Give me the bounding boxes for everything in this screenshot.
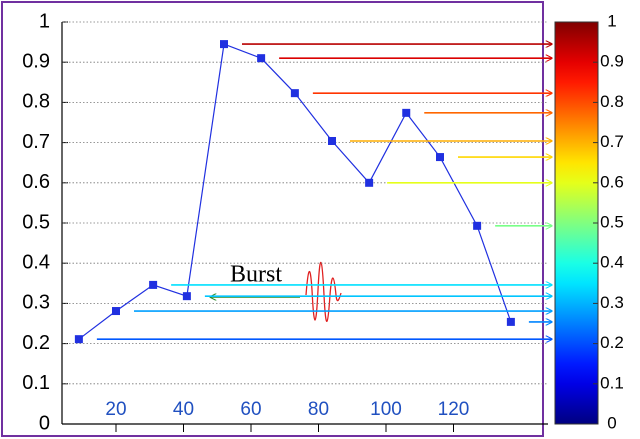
point — [182, 292, 191, 301]
point — [74, 335, 83, 344]
colorbar-tick-label: 0.6 — [600, 172, 624, 191]
colorbar — [554, 21, 599, 425]
point — [257, 54, 266, 63]
point — [149, 280, 158, 289]
colorbar-tick-label: 0.5 — [600, 212, 624, 231]
y-tick-label: 0.4 — [22, 251, 50, 273]
frame — [1, 1, 544, 437]
y-tick-label: 0.5 — [22, 211, 50, 233]
y-tick-label: 0.6 — [22, 171, 50, 193]
point — [365, 178, 374, 187]
colorbar-tick-label: 0.7 — [600, 132, 624, 151]
point — [402, 108, 411, 117]
x-tick-label: 100 — [370, 399, 402, 420]
colorbar-tick-label: 1 — [607, 11, 616, 30]
point — [506, 317, 515, 326]
y-tick-label: 0.1 — [22, 372, 50, 394]
x-tick-label: 60 — [240, 399, 261, 420]
x-tick-label: 20 — [105, 399, 126, 420]
colorbar-tick-label: 0.3 — [600, 293, 624, 312]
colorbar-tick-label: 0.1 — [600, 373, 624, 392]
point — [328, 136, 336, 145]
y-tick-label: 0.9 — [22, 50, 50, 72]
y-tick-label: 1 — [39, 10, 50, 32]
colorbar-tick-label: 0.2 — [600, 333, 624, 352]
colorbar-tick-label: 0.8 — [600, 92, 624, 111]
y-tick-label: 0.8 — [22, 91, 50, 113]
point — [436, 153, 444, 162]
point — [473, 221, 482, 230]
burst-waveform — [305, 261, 342, 322]
colorbar-tick-label: 0 — [607, 413, 616, 432]
y-tick-label: 0.7 — [22, 131, 50, 153]
y-tick-label: 0.3 — [22, 292, 50, 314]
point — [290, 89, 299, 98]
point — [112, 307, 120, 316]
x-tick-label: 80 — [308, 399, 329, 420]
point — [220, 40, 228, 49]
y-tick-label: 0 — [39, 412, 50, 434]
y-tick-label: 0.2 — [22, 332, 50, 354]
colorbar-tick-label: 0.4 — [600, 253, 624, 272]
x-tick-label: 40 — [173, 399, 194, 420]
burst-label: Burst — [230, 262, 282, 288]
colorbar-tick-label: 0.9 — [600, 52, 624, 71]
series-line — [78, 43, 512, 340]
x-tick-label: 120 — [438, 399, 470, 420]
